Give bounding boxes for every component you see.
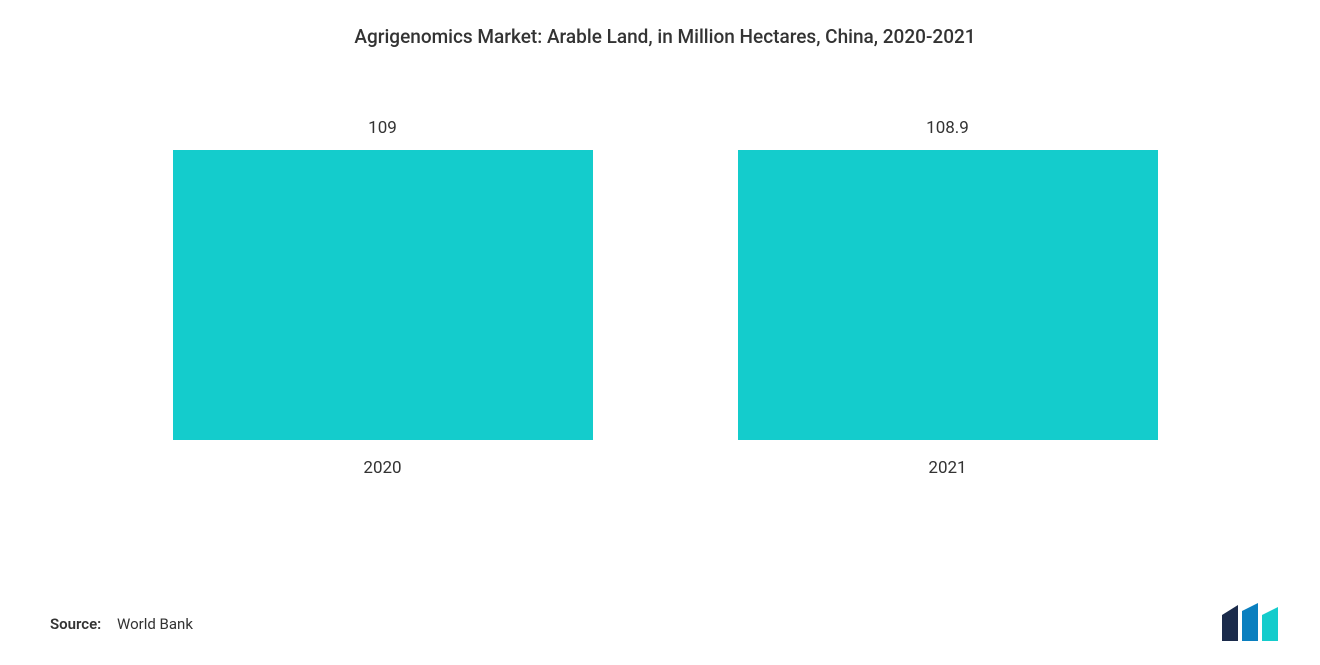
chart-title: Agrigenomics Market: Arable Land, in Mil… [50,25,1280,48]
bar-0 [173,150,593,440]
source-text: World Bank [117,615,193,633]
source-line: Source: World Bank [50,615,193,633]
bar-label-0: 2020 [363,458,401,478]
bar-group-2021: 108.9 2021 [738,118,1158,478]
bar-1 [738,150,1158,440]
bar-group-2020: 109 2020 [173,118,593,478]
bar-value-1: 108.9 [926,118,969,138]
logo-bar-3-icon [1262,607,1278,641]
logo-bar-1-icon [1222,605,1238,641]
bars-area: 109 2020 108.9 2021 [50,148,1280,478]
logo-bar-2-icon [1242,603,1258,641]
brand-logo [1220,603,1282,643]
source-label: Source: [50,615,101,633]
bar-label-1: 2021 [928,458,966,478]
bar-value-0: 109 [368,118,397,138]
chart-container: Agrigenomics Market: Arable Land, in Mil… [0,0,1320,665]
